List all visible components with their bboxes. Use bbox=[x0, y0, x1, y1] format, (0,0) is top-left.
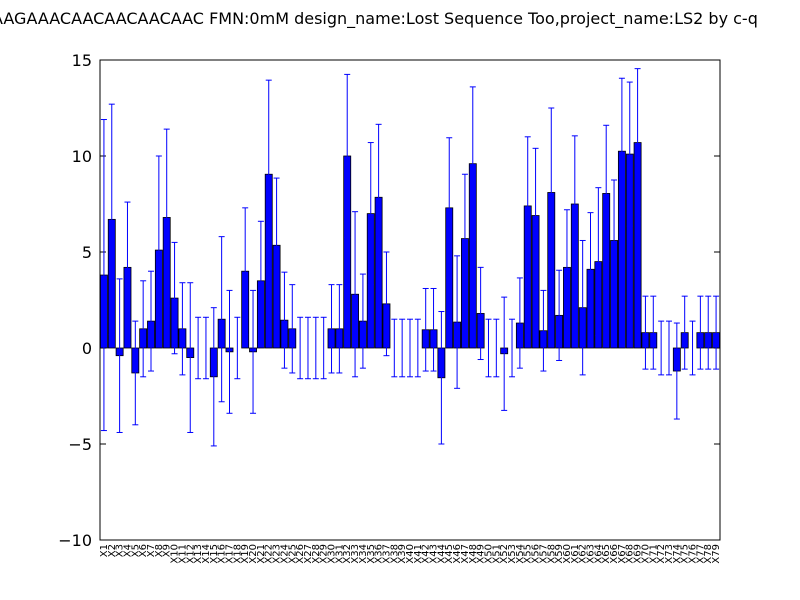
x-tick-label: X43 bbox=[429, 544, 440, 564]
x-tick-label: X76 bbox=[688, 544, 699, 564]
y-tick-label: 10 bbox=[72, 147, 92, 166]
x-tick-label: X57 bbox=[538, 544, 549, 564]
x-tick-label: X21 bbox=[256, 544, 267, 564]
x-tick-label: X72 bbox=[656, 544, 667, 564]
x-tick-label: X24 bbox=[279, 544, 290, 564]
x-tick-label: X42 bbox=[421, 544, 432, 564]
x-tick-label: X17 bbox=[224, 544, 235, 564]
y-tick-label: 0 bbox=[82, 339, 92, 358]
x-tick-label: X27 bbox=[303, 544, 314, 564]
x-tick-label: X47 bbox=[460, 544, 471, 564]
x-tick-label: X3 bbox=[115, 544, 126, 557]
x-tick-label: X39 bbox=[397, 544, 408, 564]
x-tick-label: X79 bbox=[711, 544, 722, 564]
x-tick-label: X70 bbox=[640, 544, 651, 564]
x-tick-label: X15 bbox=[209, 544, 220, 564]
x-tick-label: X58 bbox=[546, 544, 557, 564]
x-tick-label: X71 bbox=[648, 544, 659, 564]
x-tick-label: X53 bbox=[507, 544, 518, 564]
x-tick-label: X7 bbox=[146, 544, 157, 557]
x-tick-label: X9 bbox=[162, 544, 173, 557]
x-tick-label: X52 bbox=[499, 544, 510, 564]
x-tick-label: X36 bbox=[374, 544, 385, 564]
x-tick-label: X13 bbox=[193, 544, 204, 564]
x-tick-label: X54 bbox=[515, 544, 526, 564]
x-tick-label: X62 bbox=[578, 544, 589, 564]
x-tick-label: X2 bbox=[107, 544, 118, 557]
x-tick-label: X74 bbox=[672, 544, 683, 564]
y-tick-label: −10 bbox=[58, 531, 92, 550]
x-tick-label: X6 bbox=[138, 544, 149, 557]
x-tick-label: X35 bbox=[366, 544, 377, 564]
x-tick-label: X28 bbox=[311, 544, 322, 564]
x-tick-label: X30 bbox=[327, 544, 338, 564]
x-tick-label: X1 bbox=[99, 544, 110, 557]
x-tick-label: X25 bbox=[287, 544, 298, 564]
y-tick-label: −5 bbox=[68, 435, 92, 454]
x-tick-label: X55 bbox=[523, 544, 534, 564]
x-tick-label: X69 bbox=[633, 544, 644, 564]
x-tick-label: X33 bbox=[350, 544, 361, 564]
x-tick-label: X23 bbox=[272, 544, 283, 564]
x-tick-label: X18 bbox=[232, 544, 243, 564]
x-tick-label: X38 bbox=[389, 544, 400, 564]
x-tick-label: X8 bbox=[154, 544, 165, 557]
x-tick-label: X46 bbox=[452, 544, 463, 564]
x-tick-label: X26 bbox=[295, 544, 306, 564]
x-tick-label: X16 bbox=[217, 544, 228, 564]
x-tick-label: X48 bbox=[468, 544, 479, 564]
x-tick-label: X61 bbox=[570, 544, 581, 564]
x-tick-label: X10 bbox=[170, 544, 181, 564]
x-tick-label: X37 bbox=[381, 544, 392, 564]
y-tick-label: 5 bbox=[82, 243, 92, 262]
chart-title: AAGAAACAACAACAACAAC FMN:0mM design_name:… bbox=[0, 9, 758, 29]
x-tick-label: X14 bbox=[201, 544, 212, 564]
x-tick-label: X59 bbox=[554, 544, 565, 564]
x-tick-label: X77 bbox=[695, 544, 706, 564]
x-tick-label: X67 bbox=[617, 544, 628, 564]
x-tick-label: X44 bbox=[436, 544, 447, 564]
x-tick-label: X65 bbox=[601, 544, 612, 564]
x-tick-label: X73 bbox=[664, 544, 675, 564]
x-tick-label: X29 bbox=[319, 544, 330, 564]
x-tick-label: X51 bbox=[491, 544, 502, 564]
x-tick-label: X49 bbox=[476, 544, 487, 564]
y-tick-label: 15 bbox=[72, 51, 92, 70]
x-tick-label: X20 bbox=[248, 544, 259, 564]
x-tick-label: X22 bbox=[264, 544, 275, 564]
x-tick-label: X12 bbox=[185, 544, 196, 564]
x-tick-label: X63 bbox=[586, 544, 597, 564]
x-tick-label: X11 bbox=[177, 544, 188, 564]
x-tick-label: X60 bbox=[562, 544, 573, 564]
x-tick-label: X5 bbox=[130, 544, 141, 557]
x-tick-label: X64 bbox=[593, 544, 604, 564]
x-tick-label: X45 bbox=[444, 544, 455, 564]
x-tick-label: X19 bbox=[240, 544, 251, 564]
x-tick-label: X31 bbox=[334, 544, 345, 564]
x-tick-label: X78 bbox=[703, 544, 714, 564]
x-tick-label: X41 bbox=[413, 544, 424, 564]
x-tick-label: X75 bbox=[680, 544, 691, 564]
x-tick-label: X66 bbox=[609, 544, 620, 564]
x-tick-label: X40 bbox=[405, 544, 416, 564]
x-tick-label: X32 bbox=[342, 544, 353, 564]
x-tick-label: X56 bbox=[531, 544, 542, 564]
x-tick-label: X50 bbox=[483, 544, 494, 564]
x-tick-label: X4 bbox=[122, 544, 133, 557]
x-tick-label: X34 bbox=[358, 544, 369, 564]
x-tick-label: X68 bbox=[625, 544, 636, 564]
